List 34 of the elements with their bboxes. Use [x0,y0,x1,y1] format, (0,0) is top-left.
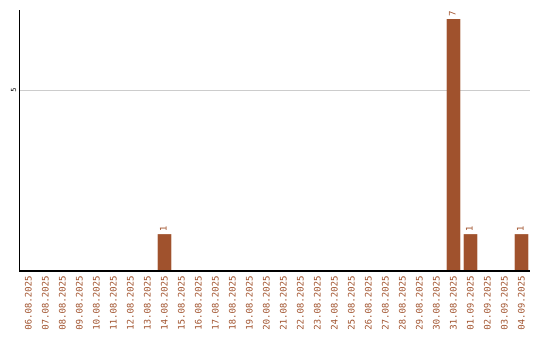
x-tick-label: 06.08.2025 [24,276,34,330]
data-label: 1 [516,226,526,232]
x-tick-label: 20.08.2025 [262,276,272,330]
data-label: 7 [448,10,458,16]
data-label: 1 [466,226,476,232]
x-tick-label: 27.08.2025 [381,276,392,330]
data-label: 1 [160,226,170,232]
x-tick-label: 03.09.2025 [500,276,510,330]
x-tick-label: 07.08.2025 [41,276,52,330]
x-tick-label: 17.08.2025 [211,276,222,330]
x-tick-label: 26.08.2025 [364,276,374,330]
x-tick-label: 31.08.2025 [449,276,460,330]
x-tick-label: 21.08.2025 [279,276,290,330]
x-tick-label: 09.08.2025 [75,276,86,330]
x-tick-label: 04.09.2025 [517,276,528,330]
x-tick-label: 08.08.2025 [58,276,68,330]
x-tick-label: 13.08.2025 [143,276,154,330]
x-tick-label: 23.08.2025 [313,276,324,330]
x-tick-label: 12.08.2025 [126,276,136,330]
x-tick-label: 10.08.2025 [92,276,102,330]
x-tick-label: 28.08.2025 [398,276,408,330]
x-tick-label: 11.08.2025 [109,276,120,330]
x-tick-label: 24.08.2025 [330,276,340,330]
x-tick-label: 15.08.2025 [177,276,188,330]
x-tick-label: 22.08.2025 [296,276,306,330]
x-tick-label: 14.08.2025 [160,276,170,330]
x-tick-label: 25.08.2025 [347,276,358,330]
x-tick-label: 19.08.2025 [245,276,256,330]
x-tick-label: 01.09.2025 [466,276,476,330]
x-tick-label: 30.08.2025 [432,276,442,330]
x-tick-label: 29.08.2025 [415,276,426,330]
x-tick-label: 16.08.2025 [194,276,204,330]
x-tick-label: 02.09.2025 [483,276,494,330]
x-tick-label: 18.08.2025 [228,276,238,330]
